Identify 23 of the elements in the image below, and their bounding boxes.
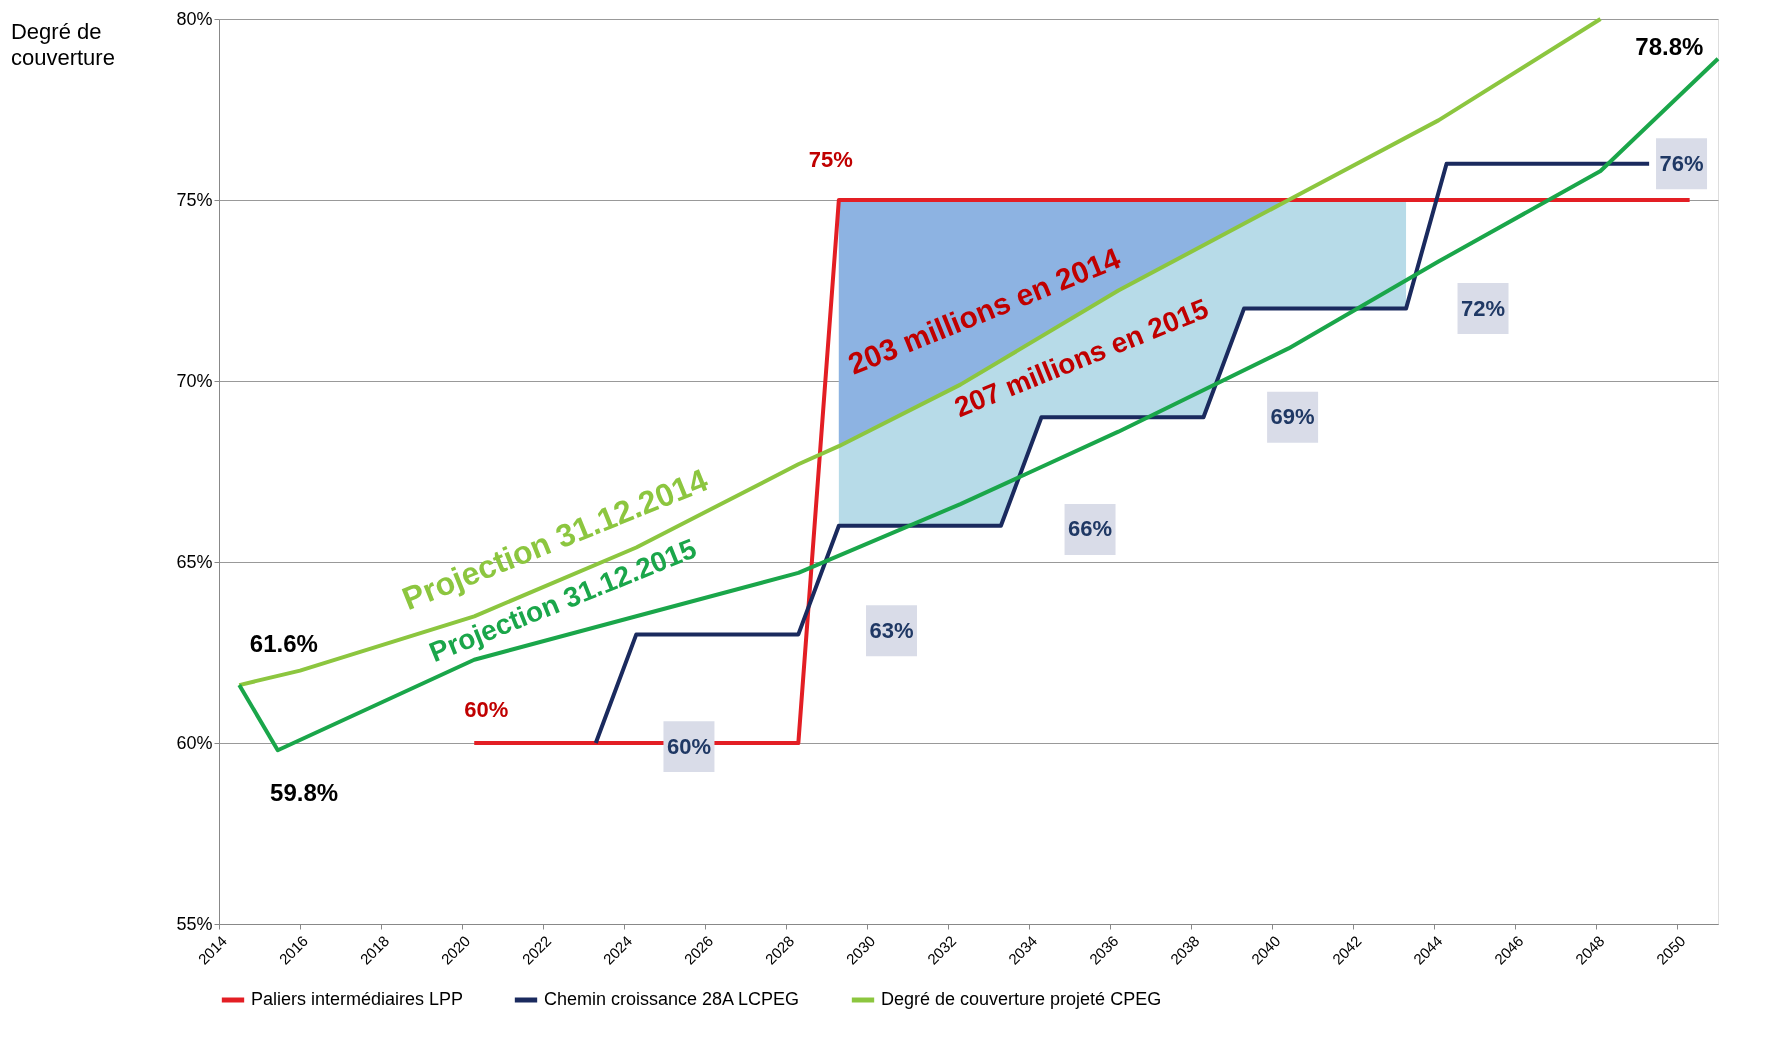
legend-label: Chemin croissance 28A LCPEG: [544, 989, 800, 1009]
y-tick-label: 70%: [176, 370, 213, 391]
y-axis-title: Degré de couverture: [10, 19, 115, 70]
y-tick-label: 75%: [176, 189, 213, 210]
y-tick-label: 60%: [176, 732, 213, 753]
annotation: 61.6%: [249, 630, 318, 658]
annotation: 59.8%: [270, 778, 339, 806]
annotation: 76%: [1659, 150, 1704, 176]
y-tick-label: 80%: [176, 8, 213, 29]
legend-label: Degré de couverture projeté CPEG: [881, 989, 1162, 1009]
line-series: [237, 56, 1720, 753]
annotation: 63%: [869, 617, 914, 643]
annotation: 78.8%: [1635, 32, 1704, 60]
annotation: 72%: [1461, 295, 1506, 321]
annotation: 75%: [808, 147, 853, 173]
y-tick-label: 55%: [176, 913, 213, 934]
annotation: 69%: [1270, 404, 1315, 430]
annotation: 66%: [1068, 516, 1113, 542]
annotation: 60%: [464, 697, 509, 723]
line-series: [237, 17, 1603, 688]
y-tick-label: 65%: [176, 551, 213, 572]
annotation: 60%: [666, 733, 711, 759]
legend-label: Paliers intermédiaires LPP: [251, 989, 464, 1009]
